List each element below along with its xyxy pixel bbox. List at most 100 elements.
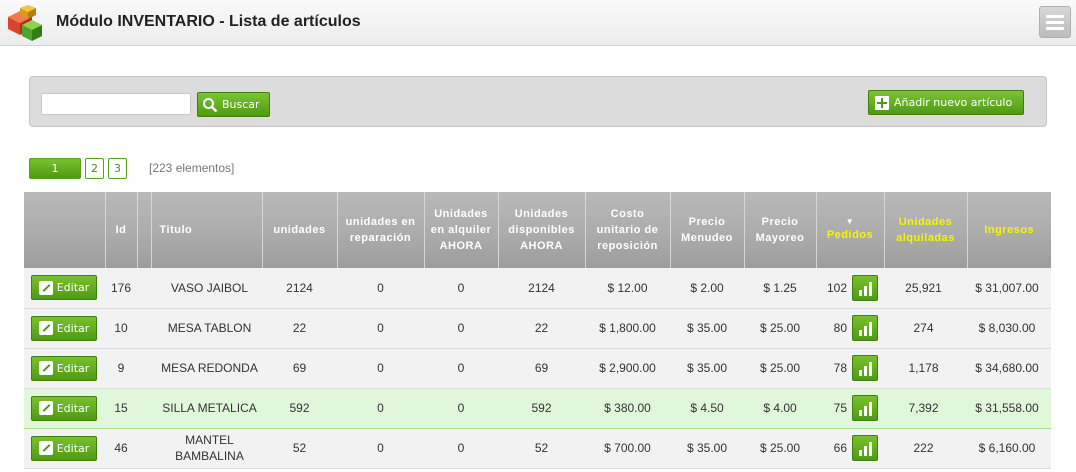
- search-input[interactable]: [41, 93, 191, 115]
- cell-retail: $ 4.50: [670, 387, 744, 429]
- bar-chart-icon: [858, 370, 862, 376]
- cell-spacer: [137, 387, 151, 429]
- menu-button[interactable]: [1039, 6, 1071, 38]
- search-icon: [203, 97, 218, 112]
- cell-wholesale: $ 25.00: [744, 308, 816, 349]
- col-repair[interactable]: unidades en reparación: [336, 192, 424, 268]
- cell-cost: $ 700.00: [585, 428, 670, 469]
- col-wholesale[interactable]: Precio Mayoreo: [743, 192, 816, 268]
- col-available-now[interactable]: Unidades disponibles AHORA: [497, 192, 585, 268]
- articles-table: Id Titulo unidades unidades en reparació…: [24, 192, 1051, 469]
- cell-income: $ 8,030.00: [967, 308, 1051, 349]
- pencil-icon: [38, 361, 53, 375]
- col-retail[interactable]: Precio Menudeo: [669, 192, 744, 268]
- page-button-2[interactable]: 2: [85, 157, 104, 179]
- cell-income: $ 31,558.00: [967, 387, 1051, 429]
- cell-wholesale: $ 4.00: [744, 387, 816, 429]
- cell-spacer: [137, 308, 151, 349]
- table-header-row: Id Titulo unidades unidades en reparació…: [24, 192, 1051, 268]
- edit-label: Editar: [56, 401, 90, 415]
- chart-button[interactable]: [852, 355, 878, 381]
- chart-button[interactable]: [852, 274, 878, 301]
- bar-chart-icon: [858, 330, 862, 336]
- search-button-label: Buscar: [222, 98, 260, 111]
- col-actions: [24, 192, 105, 268]
- chart-button[interactable]: [852, 395, 878, 421]
- actions-cell: Editar: [24, 428, 105, 469]
- cell-rented-units: 222: [884, 428, 967, 469]
- cell-spacer: [137, 268, 151, 309]
- cell-income: $ 6,160.00: [967, 428, 1051, 469]
- cell-id: 9: [105, 348, 137, 389]
- cell-rented-now: 0: [424, 387, 498, 429]
- cell-repair: 0: [337, 348, 424, 389]
- actions-cell: Editar: [24, 308, 105, 349]
- item-count: [223 elementos]: [149, 161, 235, 175]
- chart-button[interactable]: [852, 315, 878, 341]
- cell-retail: $ 2.00: [670, 268, 744, 309]
- page-title: Módulo INVENTARIO - Lista de artículos: [56, 13, 361, 30]
- cell-repair: 0: [337, 308, 424, 349]
- col-rented-units[interactable]: Unidades alquiladas: [883, 192, 967, 268]
- plus-icon: [875, 95, 889, 110]
- cell-id: 46: [105, 428, 137, 469]
- cell-title: SILLA METALICA: [151, 387, 262, 429]
- add-item-button[interactable]: Añadir nuevo artículo: [868, 90, 1024, 115]
- col-income[interactable]: Ingresos: [966, 192, 1051, 268]
- pencil-icon: [38, 321, 53, 335]
- cell-id: 10: [105, 308, 137, 349]
- cell-cost: $ 380.00: [585, 387, 670, 429]
- edit-button[interactable]: Editar: [31, 395, 97, 421]
- col-orders[interactable]: ▼ Pedidos: [815, 192, 884, 268]
- search-button[interactable]: Buscar: [197, 92, 270, 117]
- edit-label: Editar: [56, 361, 90, 375]
- cell-available-now: 22: [498, 308, 585, 349]
- cell-id: 15: [105, 387, 137, 429]
- cell-cost: $ 12.00: [585, 268, 670, 309]
- cell-orders: 80: [816, 308, 884, 349]
- page-button-3[interactable]: 3: [108, 157, 127, 179]
- edit-button[interactable]: Editar: [31, 275, 97, 301]
- cell-available-now: 69: [498, 348, 585, 389]
- pagination: 1 2 3 [223 elementos]: [29, 156, 234, 180]
- page-button-1[interactable]: 1: [29, 157, 81, 179]
- pencil-icon: [38, 280, 53, 295]
- chart-button[interactable]: [852, 435, 878, 461]
- col-rented-now[interactable]: Unidades en alquiler AHORA: [423, 192, 498, 268]
- col-cost[interactable]: Costo unitario de reposición: [584, 192, 670, 268]
- cell-orders: 75: [816, 387, 884, 429]
- edit-button[interactable]: Editar: [31, 435, 97, 461]
- cell-rented-now: 0: [424, 308, 498, 349]
- cell-orders: 66: [816, 428, 884, 469]
- boxes-icon: [8, 5, 42, 41]
- bar-chart-icon: [858, 450, 862, 456]
- cell-units: 52: [262, 428, 337, 469]
- col-spacer: [136, 192, 151, 268]
- edit-label: Editar: [56, 441, 90, 455]
- col-title[interactable]: Titulo: [150, 192, 262, 268]
- table-row: Editar 46 MANTEL BAMBALINA 52 0 0 52 $ 7…: [24, 428, 1051, 469]
- search-panel: Buscar Añadir nuevo artículo: [29, 76, 1047, 127]
- cell-available-now: 592: [498, 387, 585, 429]
- cell-repair: 0: [337, 387, 424, 429]
- col-id[interactable]: Id: [104, 192, 137, 268]
- cell-wholesale: $ 25.00: [744, 348, 816, 389]
- cell-rented-units: 274: [884, 308, 967, 349]
- orders-value: 102: [826, 280, 847, 295]
- cell-title: VASO JAIBOL: [151, 268, 262, 309]
- module-header: Módulo INVENTARIO - Lista de artículos: [0, 0, 1076, 46]
- cell-units: 22: [262, 308, 337, 349]
- col-units[interactable]: unidades: [261, 192, 337, 268]
- edit-button[interactable]: Editar: [31, 355, 97, 381]
- cell-spacer: [137, 428, 151, 469]
- cell-title: MESA REDONDA: [151, 348, 262, 389]
- cell-available-now: 52: [498, 428, 585, 469]
- cell-repair: 0: [337, 268, 424, 309]
- edit-button[interactable]: Editar: [31, 315, 97, 341]
- cell-rented-now: 0: [424, 428, 498, 469]
- cell-income: $ 34,680.00: [967, 348, 1051, 389]
- cell-available-now: 2124: [498, 268, 585, 309]
- cell-income: $ 31,007.00: [967, 268, 1051, 309]
- cell-rented-units: 1,178: [884, 348, 967, 389]
- bar-chart-icon: [858, 410, 862, 416]
